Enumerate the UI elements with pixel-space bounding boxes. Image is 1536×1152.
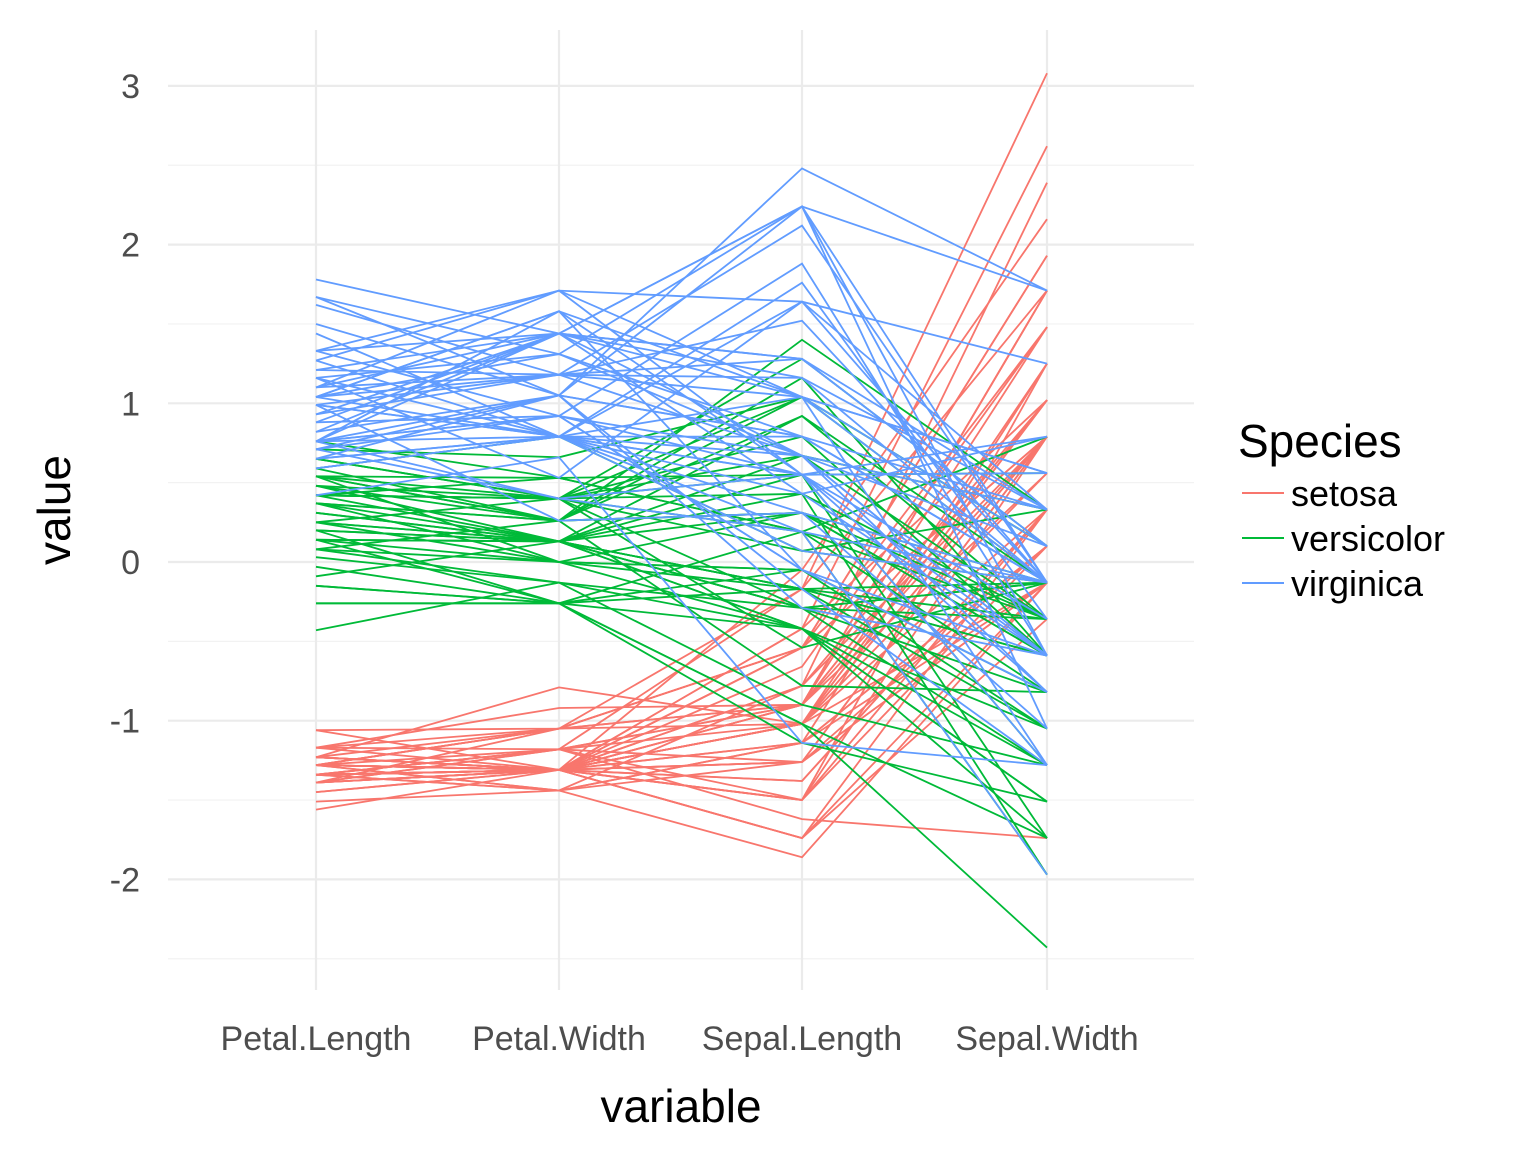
virginica-line (315, 332, 1048, 511)
x-axis-title: variable (600, 1080, 761, 1132)
legend-title: Species (1238, 415, 1402, 467)
versicolor-line (315, 581, 1048, 766)
setosa-line (315, 509, 1048, 840)
versicolor-line (315, 529, 1048, 657)
legend-label-virginica: virginica (1291, 563, 1424, 604)
versicolor-line (315, 538, 1048, 766)
versicolor-line (315, 414, 1048, 584)
virginica-line (315, 435, 1048, 584)
virginica-line (315, 435, 1048, 584)
y-axis-title: value (28, 455, 80, 565)
virginica-line (315, 394, 1048, 584)
versicolor-line (316, 602, 1048, 839)
legend-label-versicolor: versicolor (1291, 518, 1445, 559)
x-tick-label: Sepal.Length (702, 1020, 902, 1058)
x-tick-label: Petal.Width (472, 1020, 646, 1058)
setosa-line (315, 290, 1048, 751)
legend-label-setosa: setosa (1291, 473, 1398, 514)
setosa-line (315, 581, 1048, 776)
virginica-line (315, 332, 1048, 511)
setosa-line (315, 145, 1048, 776)
setosa-line (315, 326, 1048, 771)
virginica-line (315, 448, 1048, 876)
virginica-line (315, 289, 1048, 365)
virginica-line (315, 353, 1048, 657)
virginica-line (315, 205, 1048, 657)
setosa-line (315, 582, 1048, 859)
versicolor-line (315, 521, 1048, 590)
virginica-line (315, 167, 1048, 397)
x-axis-tick-labels: Petal.Length Petal.Width Sepal.Length Sepal… (221, 1020, 1139, 1058)
virginica-line (315, 205, 1048, 584)
virginica-line (315, 373, 1048, 584)
versicolor-line (315, 376, 1048, 657)
setosa-line (315, 399, 1048, 759)
y-tick-label: -1 (110, 703, 140, 741)
grid-lines (168, 30, 1194, 990)
x-tick-label: Sepal.Width (955, 1020, 1138, 1058)
virginica-line (315, 205, 1048, 356)
setosa-line (315, 435, 1048, 766)
y-tick-label: -2 (110, 861, 140, 899)
versicolor-line (315, 473, 1048, 839)
virginica-line (315, 300, 1048, 511)
x-tick-label: Petal.Length (221, 1020, 412, 1058)
y-tick-label: 1 (121, 385, 140, 423)
series-lines (315, 72, 1048, 949)
virginica-line (315, 332, 1048, 495)
virginica-line (315, 456, 1048, 766)
setosa-line (315, 472, 1048, 776)
series-virginica (315, 167, 1048, 876)
virginica-line (315, 435, 1048, 584)
virginica-line (315, 415, 1048, 766)
versicolor-line (315, 494, 1048, 649)
virginica-line (315, 440, 1048, 657)
setosa-line (315, 363, 1048, 792)
virginica-line (315, 332, 1048, 547)
y-tick-label: 0 (121, 544, 140, 582)
y-tick-label: 2 (121, 227, 140, 265)
y-tick-label: 3 (121, 68, 140, 106)
virginica-line (315, 289, 1048, 474)
virginica-line (315, 332, 1048, 584)
versicolor-line (315, 565, 1048, 803)
y-axis-tick-labels: -2 -1 0 1 2 3 (110, 68, 140, 900)
virginica-line (315, 310, 1048, 547)
